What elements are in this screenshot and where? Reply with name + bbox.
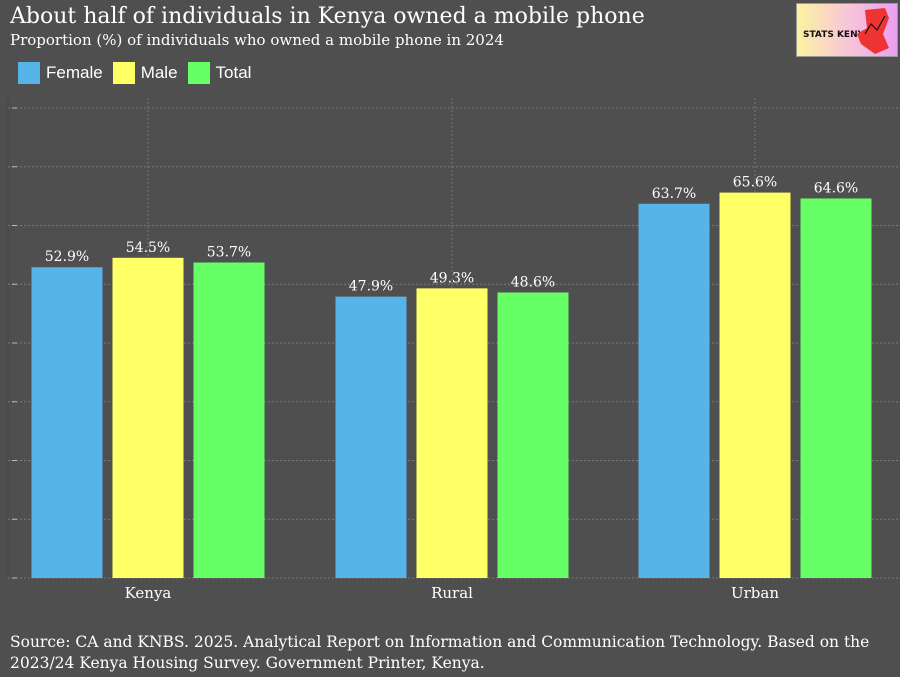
data-label: 65.6% [733,175,777,191]
data-label: 49.3% [430,270,474,286]
bar-urban-male [719,192,791,578]
legend-swatch [18,62,40,84]
legend-item-female: Female [18,62,103,84]
x-tick-label: Kenya [125,584,172,602]
data-label: 47.9% [349,279,393,295]
bar-kenya-female [31,267,103,578]
data-label: 63.7% [652,186,696,202]
data-label: 64.6% [814,180,858,196]
bar-kenya-total [193,262,265,578]
legend-item-total: Total [187,62,252,84]
legend-label: Total [215,63,252,82]
source-note: Source: CA and KNBS. 2025. Analytical Re… [10,633,870,672]
legend-label: Female [46,63,103,82]
legend: Female Male Total [18,62,251,84]
logo-text: STATS KENYA [803,30,871,40]
bar-rural-female [335,296,407,578]
bar-kenya-male [112,257,184,578]
x-tick-label: Urban [731,584,779,602]
data-label: 53.7% [207,245,251,261]
kenya-map-icon [857,8,889,54]
stats-kenya-logo: STATS KENYA [796,3,898,57]
chart-title: About half of individuals in Kenya owned… [10,4,645,29]
bar-rural-total [497,292,569,578]
data-label: 48.6% [511,274,555,290]
bar-urban-female [638,203,710,578]
data-label: 52.9% [45,249,89,265]
bar-rural-male [416,288,488,578]
data-label: 54.5% [126,240,170,256]
bar-urban-total [800,198,872,578]
legend-swatch [187,62,210,84]
legend-item-male: Male [112,62,178,84]
legend-label: Male [140,63,178,82]
chart-subtitle: Proportion (%) of individuals who owned … [10,31,504,49]
legend-swatch [112,62,135,84]
x-tick-label: Rural [431,584,473,602]
